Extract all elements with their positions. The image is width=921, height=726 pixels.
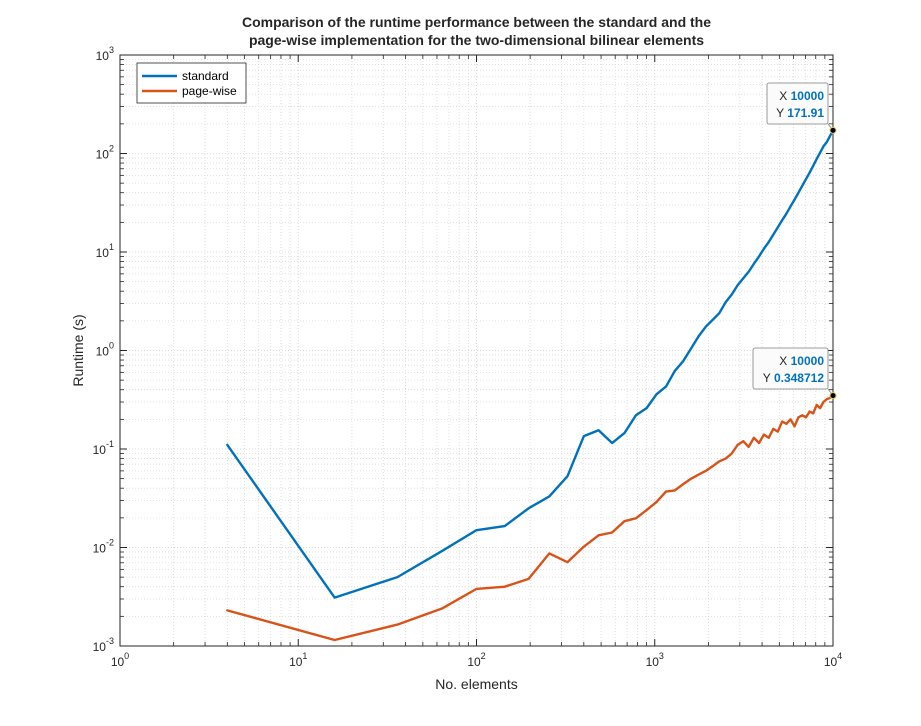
y-tick-label: 103	[96, 45, 114, 63]
datatip-marker[interactable]	[829, 126, 837, 134]
series-line-page-wise[interactable]	[226, 394, 835, 642]
chart-title-line-2: page-wise implementation for the two-dim…	[249, 32, 704, 48]
y-axis-label: Runtime (s)	[70, 314, 86, 386]
chart-title-line-1: Comparison of the runtime performance be…	[242, 14, 711, 30]
x-tick-label: 100	[111, 651, 129, 669]
x-axis-label: No. elements	[435, 676, 517, 692]
x-tick-label: 101	[289, 651, 307, 669]
datatip-box	[752, 347, 829, 390]
datatips: X 10000 Y 171.91 X 10000 Y 0.348712	[752, 82, 837, 400]
legend-box	[136, 62, 247, 104]
y-tick-label: 101	[96, 242, 114, 260]
datatip-x-row: X 10000	[779, 354, 824, 368]
legend-label: page-wise	[182, 84, 237, 98]
y-tick-label: 102	[96, 144, 114, 162]
datatip-box	[766, 82, 829, 125]
y-tick-label: 10-2	[93, 538, 114, 556]
datatip[interactable]: X 10000 Y 171.91	[766, 82, 837, 134]
datatip-marker[interactable]	[829, 392, 837, 400]
datatip-y-row: Y 0.348712	[763, 371, 825, 385]
datatip-x-row: X 10000	[779, 89, 824, 103]
legend-label: standard	[182, 69, 229, 83]
y-tick-label: 100	[96, 341, 114, 359]
axis-ticks	[119, 54, 834, 647]
series-line-standard[interactable]	[226, 129, 835, 599]
series-layer	[226, 129, 835, 642]
datatip[interactable]: X 10000 Y 0.348712	[752, 347, 837, 400]
y-tick-label: 10-3	[93, 636, 114, 654]
tick-labels: 100 101 102 103 104 10-3 10-2 10-1 100 101 102 103	[93, 45, 843, 669]
x-tick-label: 103	[646, 651, 664, 669]
x-tick-label: 102	[467, 651, 485, 669]
x-tick-label: 104	[824, 651, 842, 669]
datatip-y-row: Y 171.91	[776, 106, 824, 120]
y-tick-label: 10-1	[93, 439, 114, 457]
